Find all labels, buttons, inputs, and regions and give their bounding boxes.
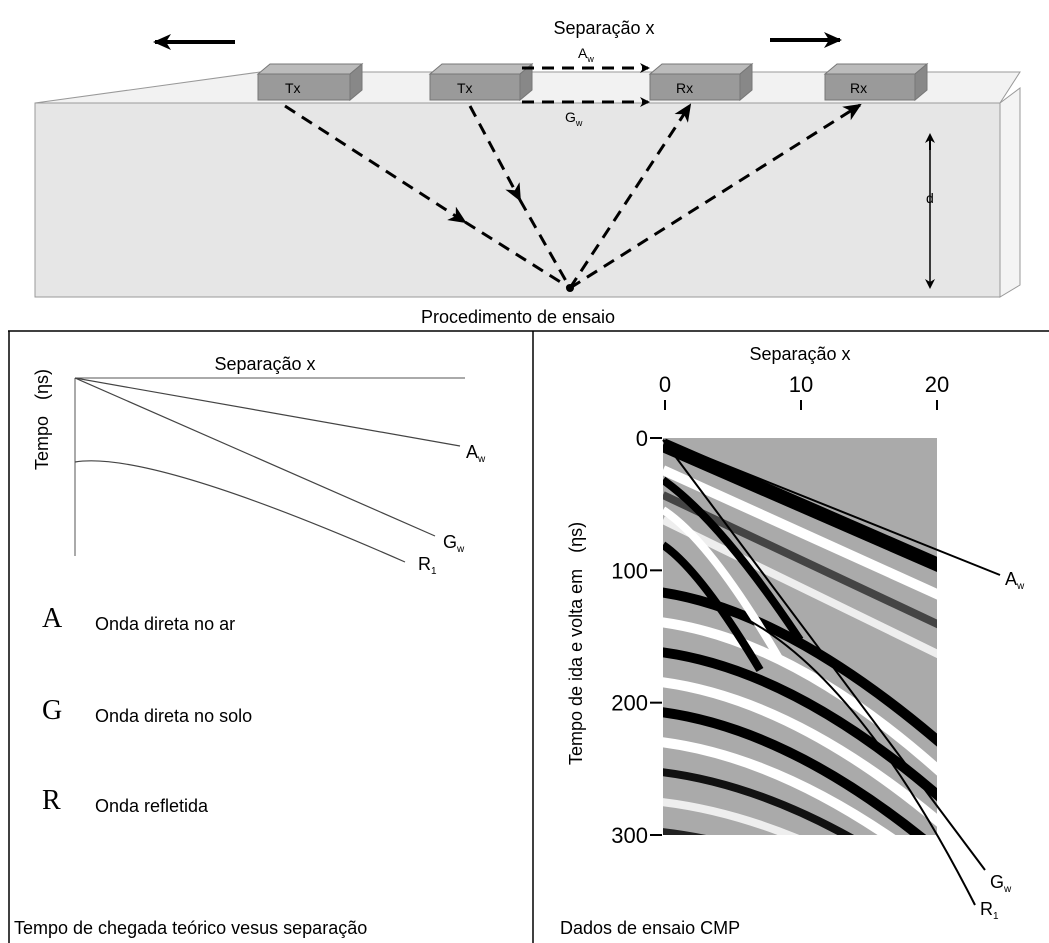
ground-side xyxy=(999,87,1021,298)
legend-text: Onda direta no ar xyxy=(95,614,235,634)
legend-symbol: G xyxy=(42,695,62,726)
tx-label: Tx xyxy=(285,80,301,96)
tx-label: Tx xyxy=(457,80,473,96)
cmp-caption: Dados de ensaio CMP xyxy=(560,918,740,938)
x-tick-label: 10 xyxy=(789,372,813,397)
tx-box: Tx xyxy=(428,62,534,102)
air-curve xyxy=(662,439,1001,576)
curve-label: Aw xyxy=(1005,569,1025,592)
curve-label: Gw xyxy=(990,872,1012,895)
curve-label: R1 xyxy=(980,899,999,922)
theory-panel: Separação x Tempo(ηs) Aw Gw R1 A Onda di… xyxy=(14,354,486,938)
theory-caption: Tempo de chegada teórico vesus separação xyxy=(14,918,367,938)
cmp-y-label: Tempo de ida e volta em(ηs) xyxy=(566,522,586,765)
rx-label: Rx xyxy=(676,80,693,96)
air-wave-label: Aw xyxy=(578,45,594,64)
y-tick-label: 100 xyxy=(611,558,648,583)
cmp-x-label: Separação x xyxy=(749,344,850,364)
ray xyxy=(568,103,692,289)
seismic-stripes xyxy=(663,438,937,835)
procedure-diagram: Separação x Tx Tx Rx Rx Aw Gw d Procedim… xyxy=(34,18,1021,327)
y-tick-label: 300 xyxy=(611,823,648,848)
y-tick-label: 200 xyxy=(611,691,648,716)
depth-label: d xyxy=(926,190,934,206)
ground-wave-label: Gw xyxy=(565,109,583,128)
theory-y-label: Tempo(ηs) xyxy=(32,369,52,470)
ground-front xyxy=(34,102,1001,298)
x-tick-label: 0 xyxy=(659,372,671,397)
rx-box: Rx xyxy=(823,62,929,102)
legend-symbol: R xyxy=(42,785,61,816)
separation-label: Separação x xyxy=(553,18,654,38)
y-tick-label: 0 xyxy=(636,426,648,451)
curve-label: R1 xyxy=(418,554,437,577)
ground-curve xyxy=(662,439,986,871)
ray xyxy=(468,105,522,202)
ray xyxy=(518,199,572,289)
rx-label: Rx xyxy=(850,80,867,96)
procedure-caption: Procedimento de ensaio xyxy=(421,307,615,327)
ray xyxy=(284,104,467,224)
reflected-curve xyxy=(662,594,976,906)
curve-label: Aw xyxy=(466,442,486,465)
reflected-curve xyxy=(74,460,406,563)
curve-label: Gw xyxy=(443,532,465,555)
reflection-point xyxy=(566,284,574,292)
ray xyxy=(569,103,862,290)
ground-curve xyxy=(74,377,436,537)
air-curve xyxy=(74,377,461,447)
rx-box: Rx xyxy=(648,62,754,102)
legend-text: Onda direta no solo xyxy=(95,706,252,726)
theory-x-label: Separação x xyxy=(214,354,315,374)
legend-symbol: A xyxy=(42,603,63,634)
x-tick-label: 20 xyxy=(925,372,949,397)
tx-box: Tx xyxy=(256,62,364,102)
ray xyxy=(464,220,571,290)
legend-text: Onda refletida xyxy=(95,796,209,816)
